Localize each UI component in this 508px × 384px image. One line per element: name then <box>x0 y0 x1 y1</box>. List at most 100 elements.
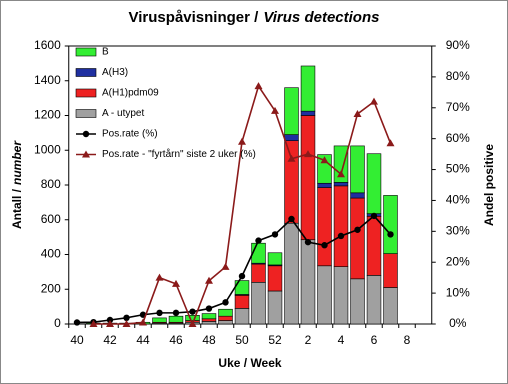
line-marker <box>238 272 246 280</box>
bar <box>267 252 283 266</box>
bar <box>218 308 233 317</box>
legend-label: A - utypet <box>102 108 144 119</box>
line-marker <box>172 309 180 317</box>
bar <box>284 134 299 141</box>
title-main: Viruspåvisninger / <box>129 9 260 26</box>
line-marker <box>387 231 394 238</box>
y2-tick-label: 90% <box>446 38 470 52</box>
ylabel-italic: number <box>10 140 24 185</box>
bar <box>284 87 299 135</box>
line-marker <box>106 316 114 324</box>
line-marker <box>172 279 180 287</box>
bar <box>317 265 332 325</box>
x-tick-label: 46 <box>169 333 183 347</box>
y2-tick-label: 0% <box>449 316 467 330</box>
legend-label: Pos.rate - "fyrtårn" siste 2 uker (%) <box>102 148 256 160</box>
y2-tick-label: 40% <box>446 193 470 207</box>
title-italic: Virus detections <box>263 9 379 26</box>
line-marker <box>221 262 230 270</box>
bar <box>350 197 365 280</box>
bar <box>300 110 316 116</box>
line-marker <box>386 139 395 147</box>
bar <box>218 320 233 325</box>
bar <box>201 321 217 325</box>
bar <box>234 308 250 325</box>
line-marker <box>304 150 312 158</box>
bar <box>300 239 316 325</box>
bar <box>333 185 349 267</box>
x-tick-label: 52 <box>268 333 282 347</box>
y2-axis-label: Andel positive <box>482 144 496 226</box>
legend-marker <box>82 130 90 138</box>
line-marker <box>156 309 163 317</box>
bar <box>366 153 382 214</box>
y-tick-label: 200 <box>41 281 61 295</box>
line-marker <box>304 238 312 246</box>
bar <box>251 281 266 325</box>
bar <box>350 192 365 199</box>
y-tick-label: 1400 <box>34 73 61 87</box>
y2-tick-label: 50% <box>446 162 470 176</box>
bar <box>168 315 184 323</box>
line-marker <box>337 170 345 178</box>
y-tick-label: 1000 <box>34 142 61 156</box>
line-marker <box>321 242 328 249</box>
y-tick-label: 600 <box>41 212 61 226</box>
line-marker <box>122 320 131 327</box>
bar <box>350 145 365 194</box>
x-tick-label: 6 <box>371 333 378 347</box>
legend-swatch <box>75 68 97 77</box>
line-marker <box>288 215 295 223</box>
legend-label: Pos.rate (%) <box>102 129 158 140</box>
ylabel-main: Antall / <box>10 188 24 229</box>
bar <box>333 145 349 183</box>
bar <box>350 278 365 325</box>
legend-marker <box>82 150 90 158</box>
line-marker <box>205 305 213 312</box>
legend-label: B <box>102 47 109 58</box>
line-marker <box>73 319 81 326</box>
chart-title: Viruspåvisninger / Virus detections <box>129 9 380 26</box>
x-tick-label: 2 <box>305 333 312 347</box>
line-marker <box>370 212 378 220</box>
line-marker <box>238 137 246 145</box>
x-axis-label: Uke / Week <box>218 356 281 370</box>
line-marker <box>222 299 229 306</box>
y2-tick-label: 60% <box>446 131 470 145</box>
line-marker <box>155 273 164 281</box>
bar <box>152 317 167 323</box>
x-tick-label: 42 <box>103 333 117 347</box>
bar <box>383 287 398 325</box>
line-marker <box>255 237 262 244</box>
bar <box>251 263 266 283</box>
line-marker <box>123 314 130 322</box>
line-marker <box>205 276 213 284</box>
bar <box>333 182 349 187</box>
x-tick-label: 44 <box>136 333 150 347</box>
x-tick-label: 48 <box>202 333 216 347</box>
y2-tick-label: 80% <box>446 69 470 83</box>
bar <box>317 182 332 188</box>
line-marker <box>320 156 329 164</box>
x-tick-label: 50 <box>235 333 249 347</box>
line-marker <box>106 320 114 327</box>
bar <box>317 187 332 267</box>
line-marker <box>337 232 345 240</box>
line-marker <box>353 109 362 117</box>
bar <box>218 315 233 321</box>
y-tick-label: 1200 <box>34 108 61 122</box>
line-marker <box>271 106 279 114</box>
line-marker <box>287 154 296 162</box>
y2-tick-label: 30% <box>446 224 470 238</box>
y2-tick-label: 20% <box>446 254 470 268</box>
y-tick-label: 1600 <box>34 38 61 52</box>
bar <box>201 313 217 320</box>
x-tick-label: 8 <box>404 333 411 347</box>
line-marker <box>189 308 196 315</box>
bar <box>234 295 250 309</box>
bar <box>383 253 398 288</box>
line-marker <box>370 97 378 105</box>
x-tick-label: 40 <box>70 333 84 347</box>
legend-swatch <box>75 47 97 57</box>
